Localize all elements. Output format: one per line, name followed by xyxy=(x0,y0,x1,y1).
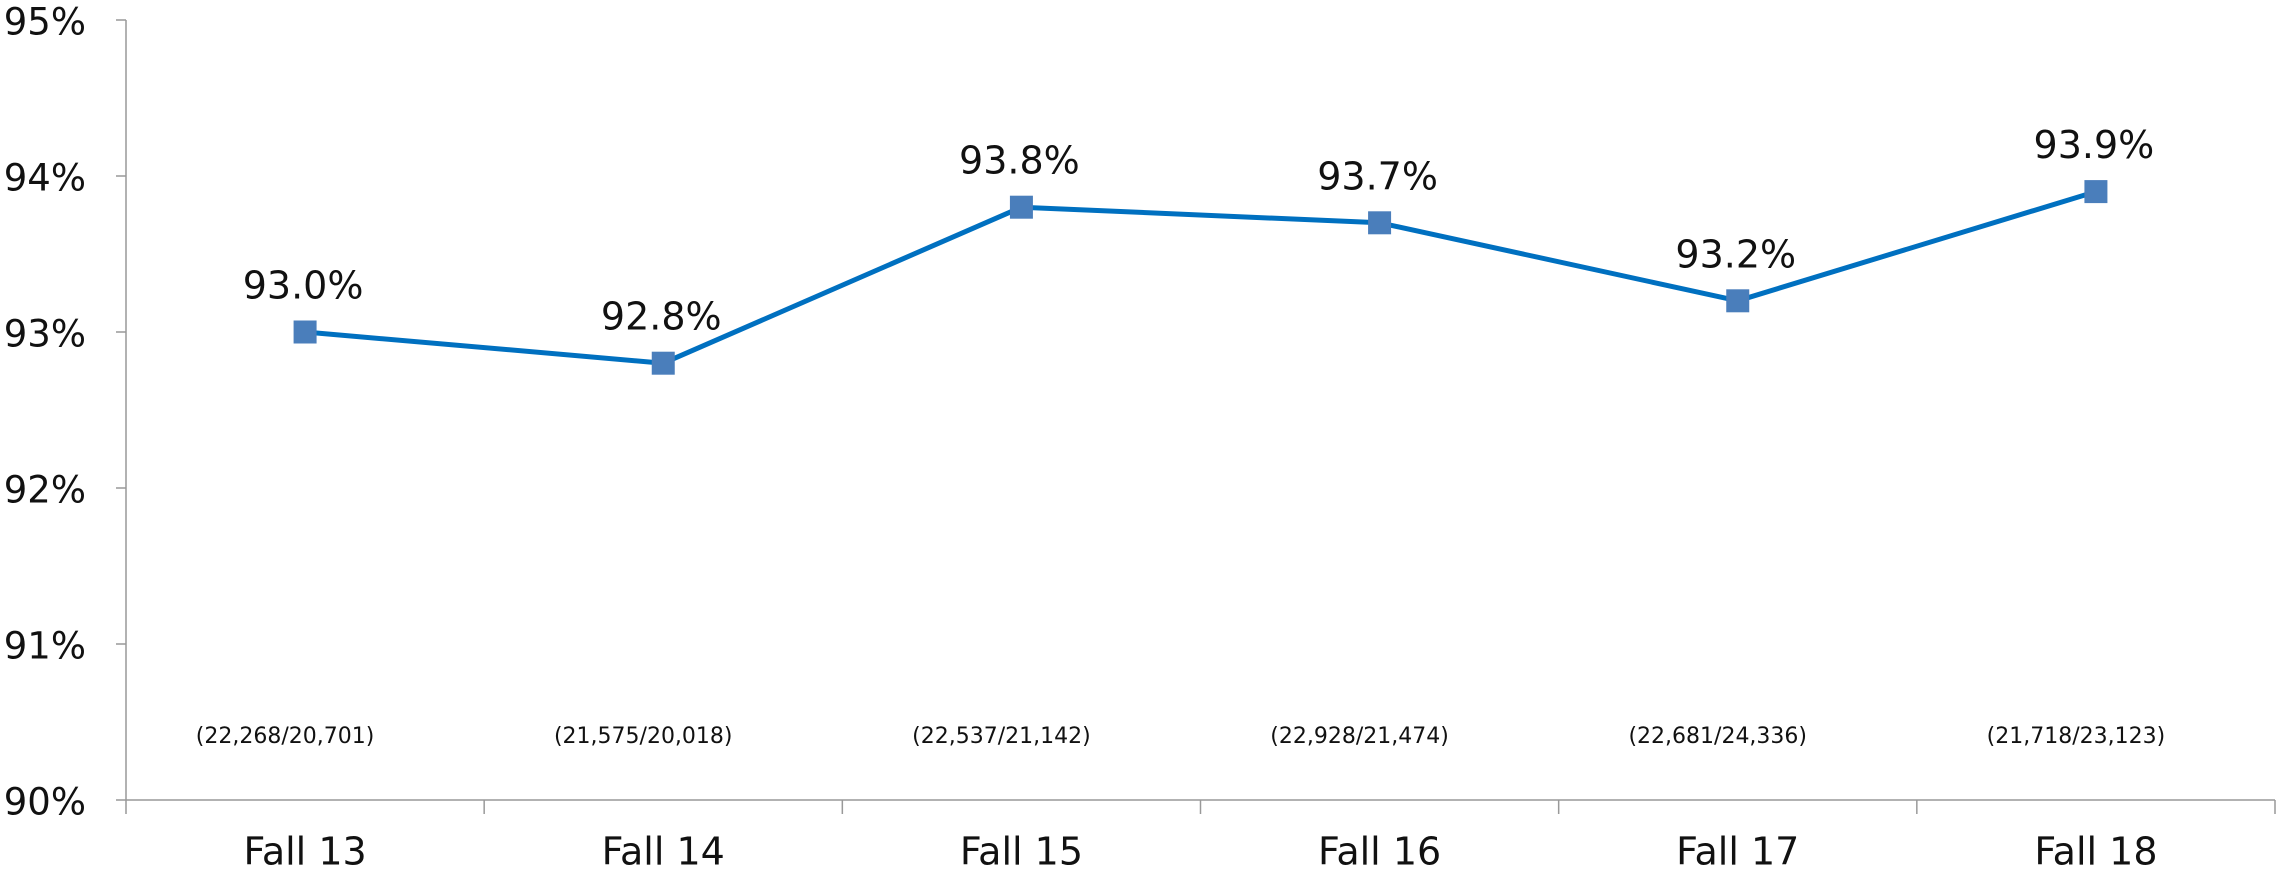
value-label: 93.0% xyxy=(243,264,364,308)
y-tick-label: 90% xyxy=(4,781,86,824)
value-label: 93.2% xyxy=(1675,232,1796,276)
x-tick-label: Fall 17 xyxy=(1676,830,1799,874)
annotation: (22,928/21,474) xyxy=(1270,724,1449,749)
y-tick-label: 94% xyxy=(4,157,86,200)
marker xyxy=(2084,180,2108,204)
marker xyxy=(1009,195,1033,219)
marker xyxy=(1368,211,1392,235)
annotation: (21,718/23,123) xyxy=(1987,724,2166,749)
value-label: 93.7% xyxy=(1317,154,1438,198)
value-label: 93.9% xyxy=(2034,123,2155,167)
annotation: (21,575/20,018) xyxy=(554,724,733,749)
value-label: 92.8% xyxy=(601,295,722,339)
annotation: (22,268/20,701) xyxy=(196,724,375,749)
x-tick-label: Fall 18 xyxy=(2034,830,2157,874)
annotation: (22,681/24,336) xyxy=(1628,724,1807,749)
marker xyxy=(1726,289,1750,313)
y-tick-label: 92% xyxy=(4,469,86,512)
y-tick-label: 93% xyxy=(4,313,86,356)
value-label: 93.8% xyxy=(959,139,1080,183)
y-tick-label: 95% xyxy=(4,1,86,44)
marker xyxy=(293,320,317,344)
x-tick-label: Fall 15 xyxy=(960,830,1083,874)
marker xyxy=(651,351,675,375)
x-tick-label: Fall 14 xyxy=(602,830,725,874)
x-tick-label: Fall 16 xyxy=(1318,830,1441,874)
x-tick-label: Fall 13 xyxy=(243,830,366,874)
annotation: (22,537/21,142) xyxy=(912,724,1091,749)
y-tick-label: 91% xyxy=(4,625,86,668)
line xyxy=(304,189,2097,366)
